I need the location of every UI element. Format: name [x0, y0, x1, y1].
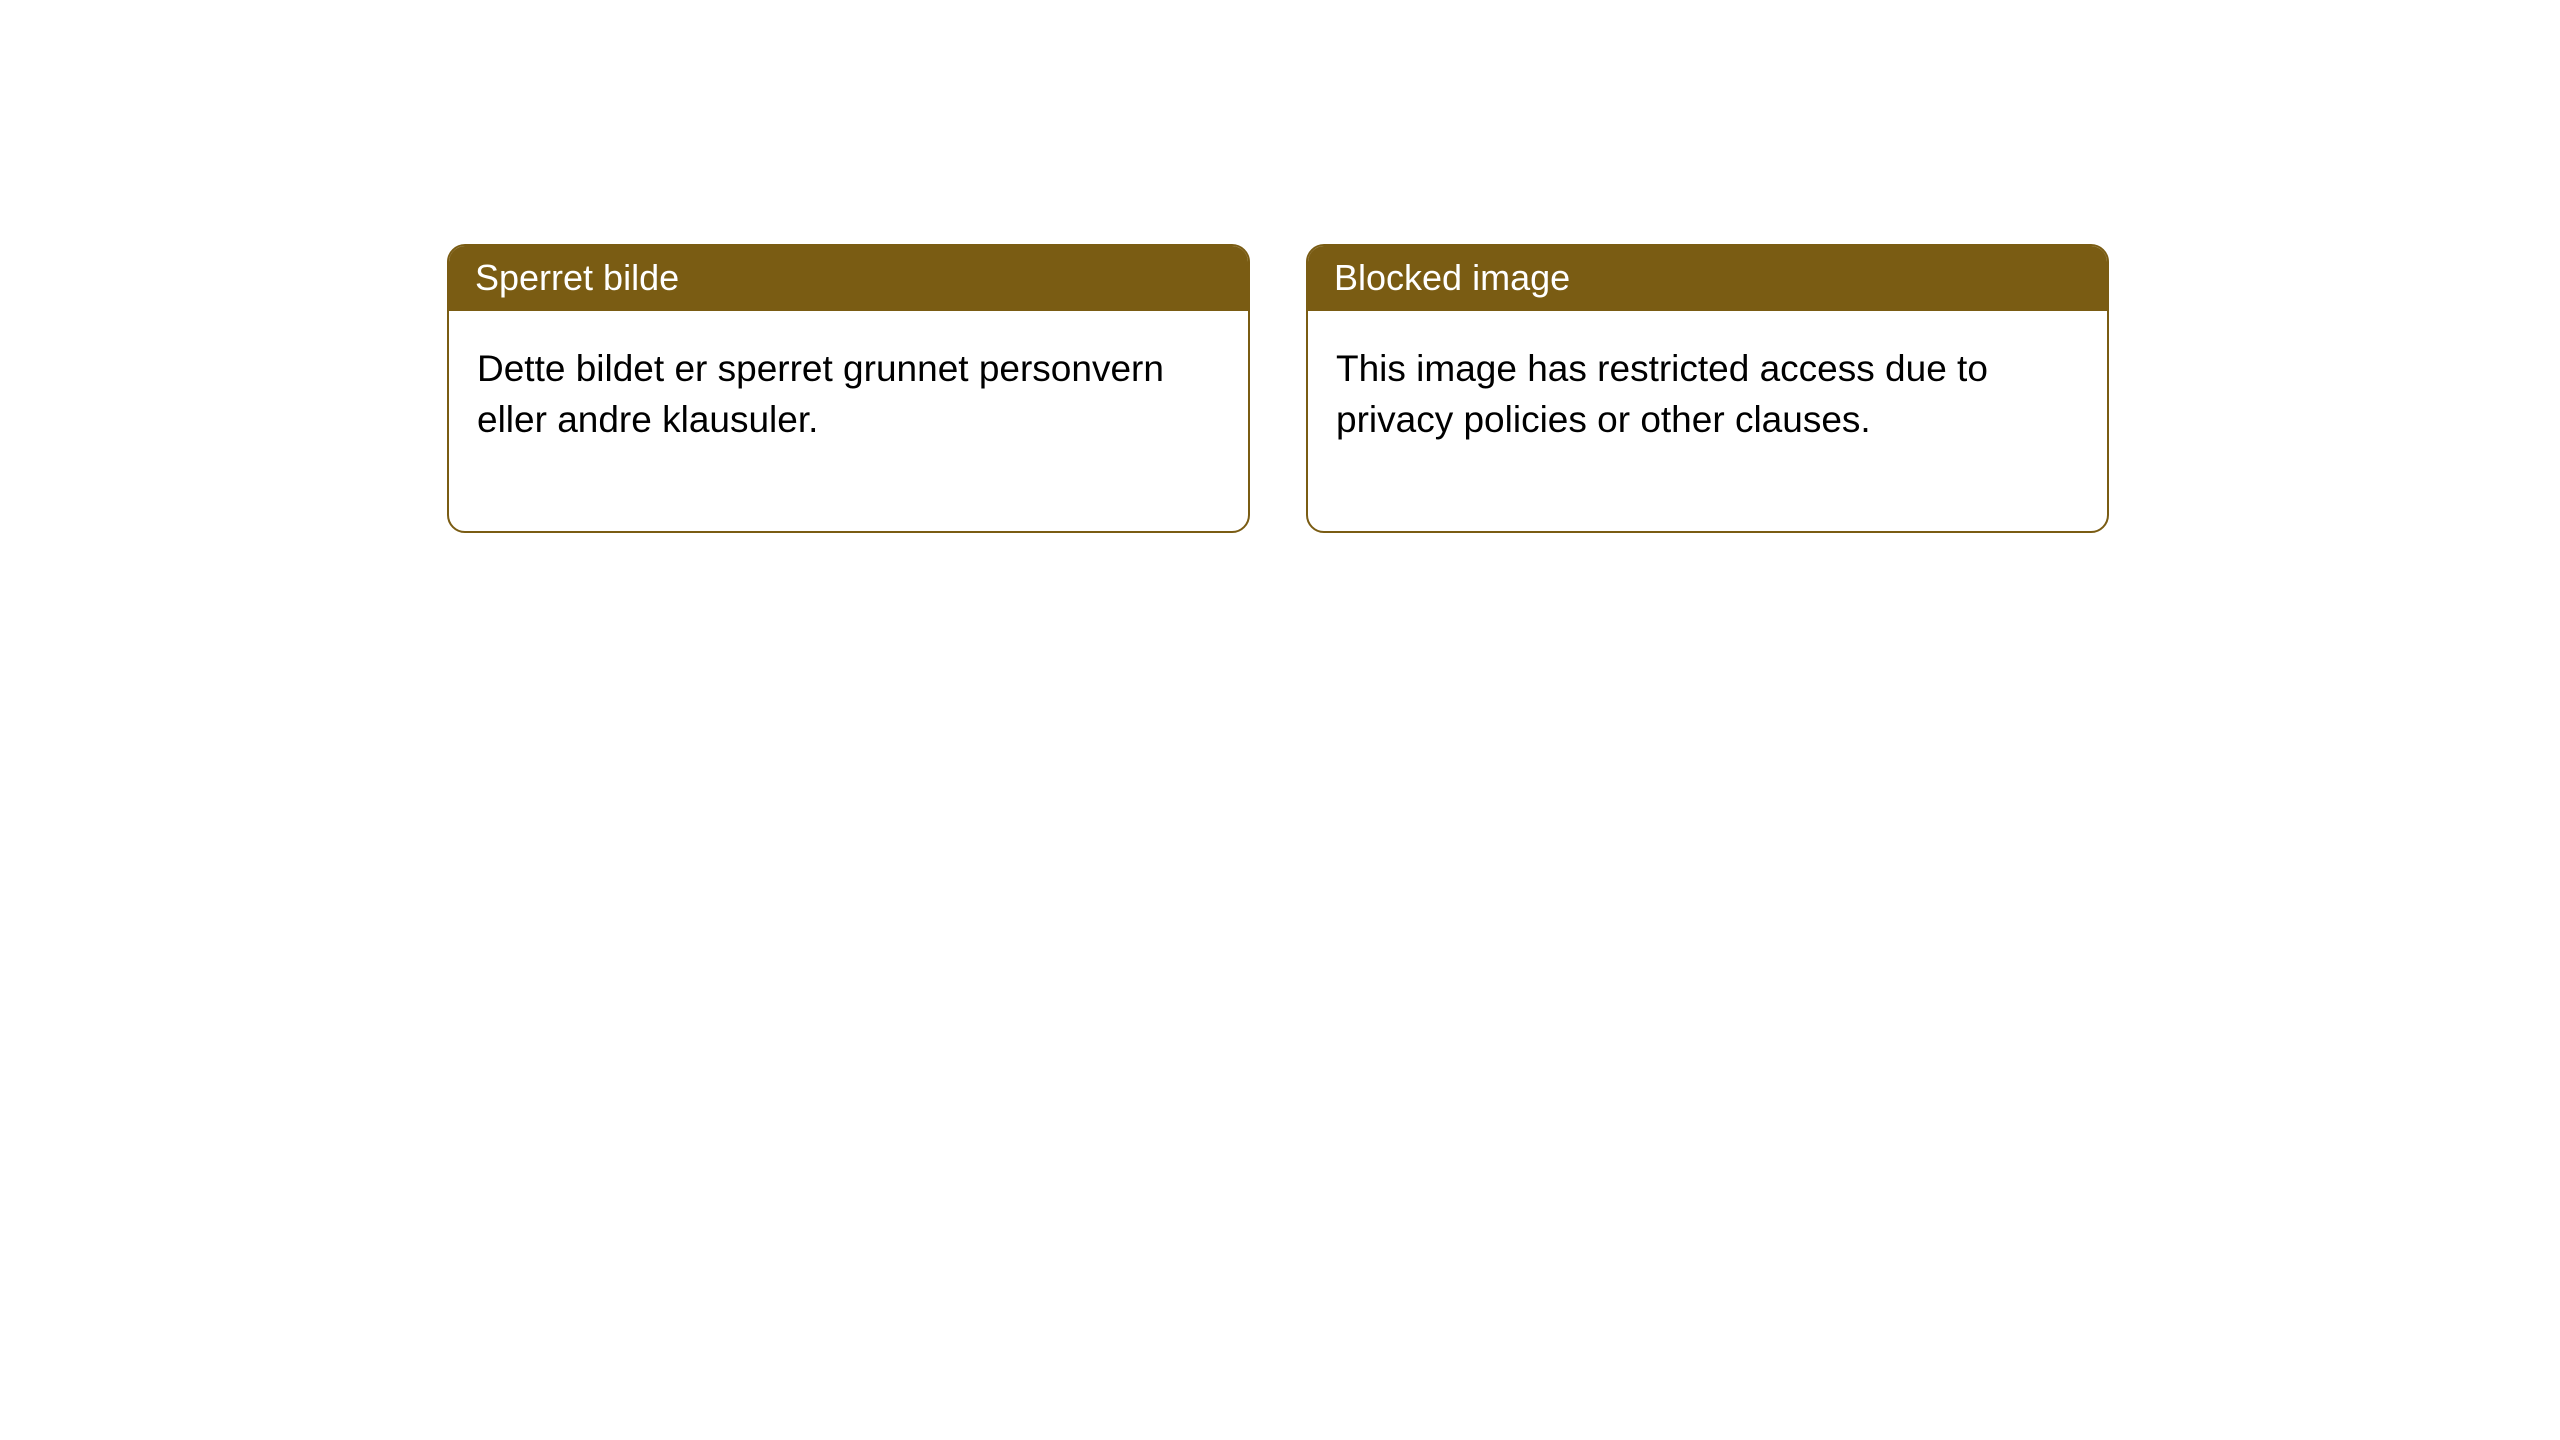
notice-container: Sperret bilde Dette bildet er sperret gr… [447, 244, 2109, 533]
notice-body-nb: Dette bildet er sperret grunnet personve… [449, 311, 1248, 531]
notice-body-en: This image has restricted access due to … [1308, 311, 2107, 531]
notice-header-en: Blocked image [1308, 246, 2107, 311]
notice-card-en: Blocked image This image has restricted … [1306, 244, 2109, 533]
notice-card-nb: Sperret bilde Dette bildet er sperret gr… [447, 244, 1250, 533]
notice-header-nb: Sperret bilde [449, 246, 1248, 311]
